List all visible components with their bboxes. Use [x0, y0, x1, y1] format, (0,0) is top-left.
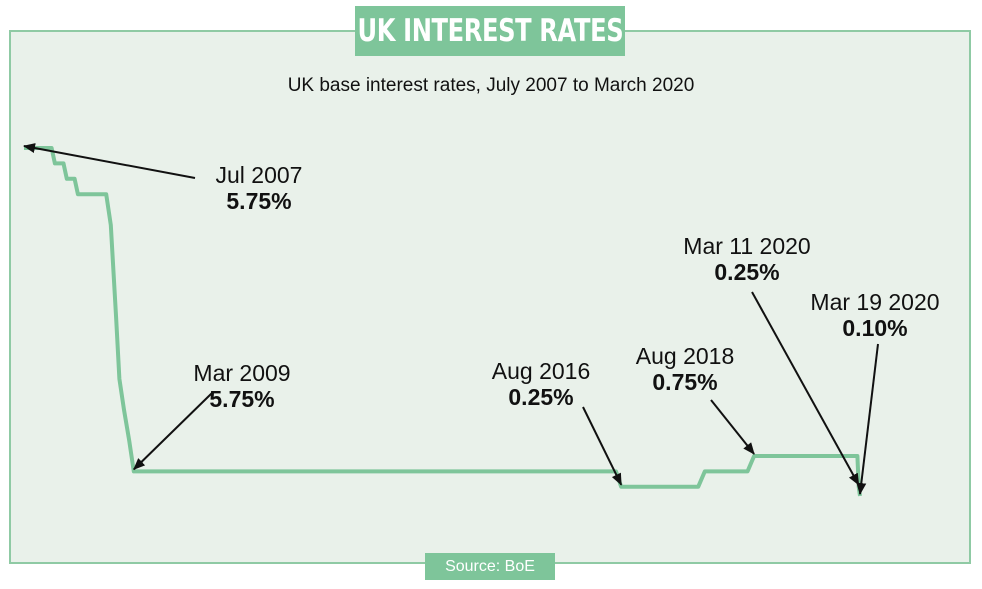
annotation-value-label: 0.25%	[508, 384, 573, 410]
annotation-date-label: Aug 2016	[492, 358, 590, 384]
source-label: Source: BoE	[425, 553, 555, 580]
annotation-arrow	[582, 406, 623, 486]
chart-subtitle: UK base interest rates, July 2007 to Mar…	[287, 75, 695, 96]
chart-title: UK INTEREST RATES	[357, 13, 623, 49]
annotation-arrow	[133, 392, 213, 471]
series-layer	[24, 146, 862, 497]
annotation-arrow	[751, 291, 860, 486]
annotation-value-label: 0.10%	[842, 315, 907, 341]
annotation-date-label: Mar 11 2020	[683, 233, 810, 259]
annotation-arrow	[710, 399, 755, 455]
annotation-arrow	[856, 343, 879, 495]
annotation-arrow	[23, 143, 196, 179]
annotation-date-label: Jul 2007	[216, 162, 303, 188]
annotation-date-label: Mar 19 2020	[810, 289, 939, 315]
annotation-value-label: 5.75%	[209, 386, 274, 412]
annotation-date-label: Mar 2009	[193, 360, 290, 386]
annotation-value-label: 0.25%	[714, 259, 779, 285]
chart-frame	[9, 30, 971, 564]
annotation-value-label: 5.75%	[226, 188, 291, 214]
title-banner: UK INTEREST RATES	[355, 6, 625, 56]
annotation-date-label: Aug 2018	[636, 343, 734, 369]
annotation-value-label: 0.75%	[652, 369, 717, 395]
series-line-base-rate	[24, 146, 862, 497]
